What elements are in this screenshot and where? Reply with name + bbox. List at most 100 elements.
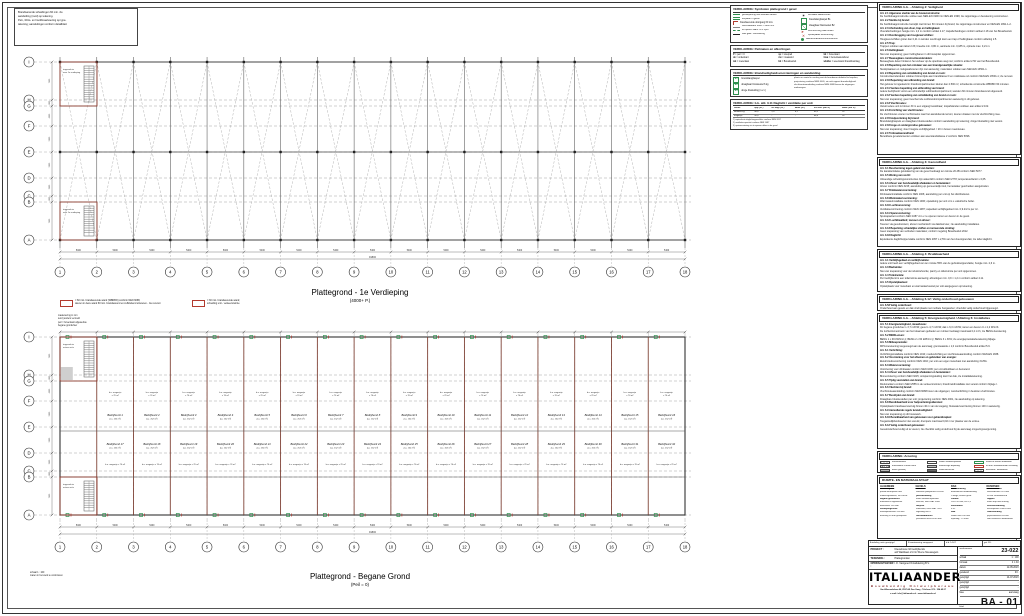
daylight-col-header: eis vent. (dm³/s) [813, 107, 842, 111]
grid-number: 1 [59, 545, 62, 550]
magazijn-label: b.o. magazijn ± 76 m² [473, 463, 493, 466]
materiaalstaat-line: gevelbekleding [915, 494, 932, 497]
vertical-dimension: 7600 [49, 353, 51, 358]
vertical-dimension: 5200 [49, 136, 51, 141]
column-node [389, 238, 393, 242]
dimension-tick [205, 330, 209, 334]
verklaring-section: VERKLARING b.b. - Afdeling 3: Gezondheid… [877, 157, 1021, 247]
dimension-tick [50, 200, 54, 204]
grid-number: 15 [572, 270, 577, 275]
outer-wall [59, 336, 686, 516]
stair-label: entree units [63, 346, 74, 349]
bracing-diagonal [464, 61, 502, 241]
verklaring-line: Spuicapaciteit conform NEN 1087 d.m.v. t… [880, 215, 970, 219]
door-marker [212, 335, 217, 339]
verklaring-line: Art. 3.6 Afvoer van huishoudelijk afvalw… [880, 181, 951, 185]
unit-area: (ca. 152 m²) [220, 418, 232, 421]
bay-dimension: 5400 [296, 250, 302, 252]
green-box2-icon [801, 23, 807, 30]
verklaring-line: Art. 2.11 Verdere beperking van uitbreid… [880, 86, 945, 90]
verklaring-line: Binnenriolering conform NEN 3215; ontspa… [880, 375, 983, 379]
verklaring-line: Draagbare blustoestellen per unit; proje… [880, 397, 986, 401]
verklaring-line: De hoofddraagconstructie voldoet aan NEN… [880, 15, 1009, 19]
grid-letter: B [28, 200, 31, 205]
magazijn-area: ± 76 m² [259, 394, 266, 397]
title-block-row: gewijzigd - [959, 586, 1019, 592]
dimension-tick [50, 238, 54, 242]
magazijn-area: ± 76 m² [148, 394, 155, 397]
stair-shaft [59, 336, 98, 382]
unit-area: (ca. 152 m²) [330, 418, 342, 421]
sheet-number-label: blad [959, 605, 964, 608]
arcering-label: stalen sandwichpaneel [939, 460, 962, 463]
grid-number-bubble [275, 266, 286, 278]
legend-symbol-column: ✶ ventilatie dakdoorvoer brandslanghaspel … [801, 14, 865, 42]
column-node [499, 238, 503, 242]
abbr-key: wbdbo [823, 61, 832, 64]
arcering-label: bestaand / handhaven [986, 468, 1008, 471]
magazijn-area: ± 76 m² [222, 394, 229, 397]
magazijn-area: ± 76 m² [112, 394, 119, 397]
dimension-tick [95, 330, 99, 334]
arcering-column: nieuw te maken onderdeel 60 min. brandwer… [974, 460, 1018, 472]
title-block-row-value: 14-07-2023 [1006, 577, 1019, 579]
verklaring-line: Ventilatievoorziening conform NEN 1087; … [880, 207, 979, 211]
verklaring-section-header: VERKLARING b.b. - Afdeling 6.12: Veilig … [879, 295, 1019, 303]
materiaalstaat-line: terreinverharding [986, 504, 1005, 507]
dimension-tick [50, 98, 54, 102]
bracing-diagonal [96, 61, 134, 241]
bracing-diagonal [170, 61, 208, 241]
magazijn-area: ± 76 m² [185, 394, 192, 397]
column-node [242, 238, 246, 242]
materiaalstaat-line: stelconplaten 2000×2000 [986, 507, 1012, 510]
verklaring-line: Art. 2.3 Afscheiding van vloer, trap en … [880, 26, 941, 30]
grid-letter: D [27, 451, 30, 456]
stair-label: naar 1e verdieping [63, 71, 81, 74]
legend-row: gevelopening met dubbele deuren [733, 13, 797, 18]
bay-dimension: 5400 [664, 250, 670, 252]
verklaring-line: Toevoer via gevelroosters; afvoer mechan… [880, 222, 980, 226]
green-out-swatch [974, 460, 984, 465]
grid-letter-bubble [23, 234, 35, 246]
grid-number-bubble [312, 266, 323, 278]
grid-letter-bubble [23, 509, 35, 521]
grid-number: 6 [243, 545, 246, 550]
bracing-diagonal [206, 61, 245, 241]
title-block-row-value: - [1017, 582, 1019, 585]
fire-item-label: draagbaar blustoestel 6 kg [741, 84, 769, 87]
verklaring-line: Art. 6.6 Vluchten bij brand: [880, 386, 912, 390]
unit-label: Bedrijfsunit 9 [401, 413, 417, 417]
column-node [205, 238, 209, 242]
materiaalstaat-line: betonvloer 200 mm [880, 504, 899, 507]
daylight-cell: kantoor b.g. [733, 110, 754, 115]
door-marker [617, 335, 621, 339]
magazijn-label: b.o. magazijn [624, 392, 637, 394]
verklaring-line: Drinkwaterinstallatie conform NEN 1006; … [880, 192, 970, 196]
abbreviation: mk = meterkast [733, 61, 750, 64]
title-block-row-value: 1 : 100 [1011, 556, 1019, 559]
legend-row: ➤ vluchtrichting naar buiten [801, 30, 865, 34]
daylight-cell: 2,4 [770, 110, 794, 115]
dimension-tick [50, 469, 54, 473]
verklaring-line: Art. 5.6 Milieuprestatie: [880, 341, 908, 345]
daylight-cell: - [793, 114, 814, 119]
verklaring-line: Art. 2.10 Beperking van uitbreiding van … [880, 79, 935, 83]
dimension-tick [426, 330, 430, 334]
revision-cell: get. R.I. [984, 542, 992, 544]
lower-plan-note-block: maatvoering in mm tenzij anders vermeld pe… [58, 315, 118, 329]
verklaring-line: Art. 2.12 Verdere beperking van ontwikke… [880, 94, 957, 98]
note-line: begane grondvloer [58, 325, 78, 328]
door-marker [617, 513, 621, 517]
column-node [389, 60, 393, 64]
green-box-icon [801, 17, 807, 24]
magazijn-label: b.o. magazijn [440, 392, 453, 394]
bay-dimension: 5400 [296, 525, 302, 527]
legend-box-header: VERKLARING: Symbolen plattegrond / gevel [733, 7, 865, 13]
verklaring-line: Hoogteverschillen groter dan 0,21 m word… [880, 37, 998, 41]
grid-number: 11 [426, 545, 431, 550]
verklaring-line: Gevelonderhoud veilig uit te voeren; zie… [880, 427, 997, 431]
bracing-diagonal [133, 61, 171, 241]
general-notes-box: Brandwerende scheidingen 60 min. zie aand… [14, 8, 138, 46]
